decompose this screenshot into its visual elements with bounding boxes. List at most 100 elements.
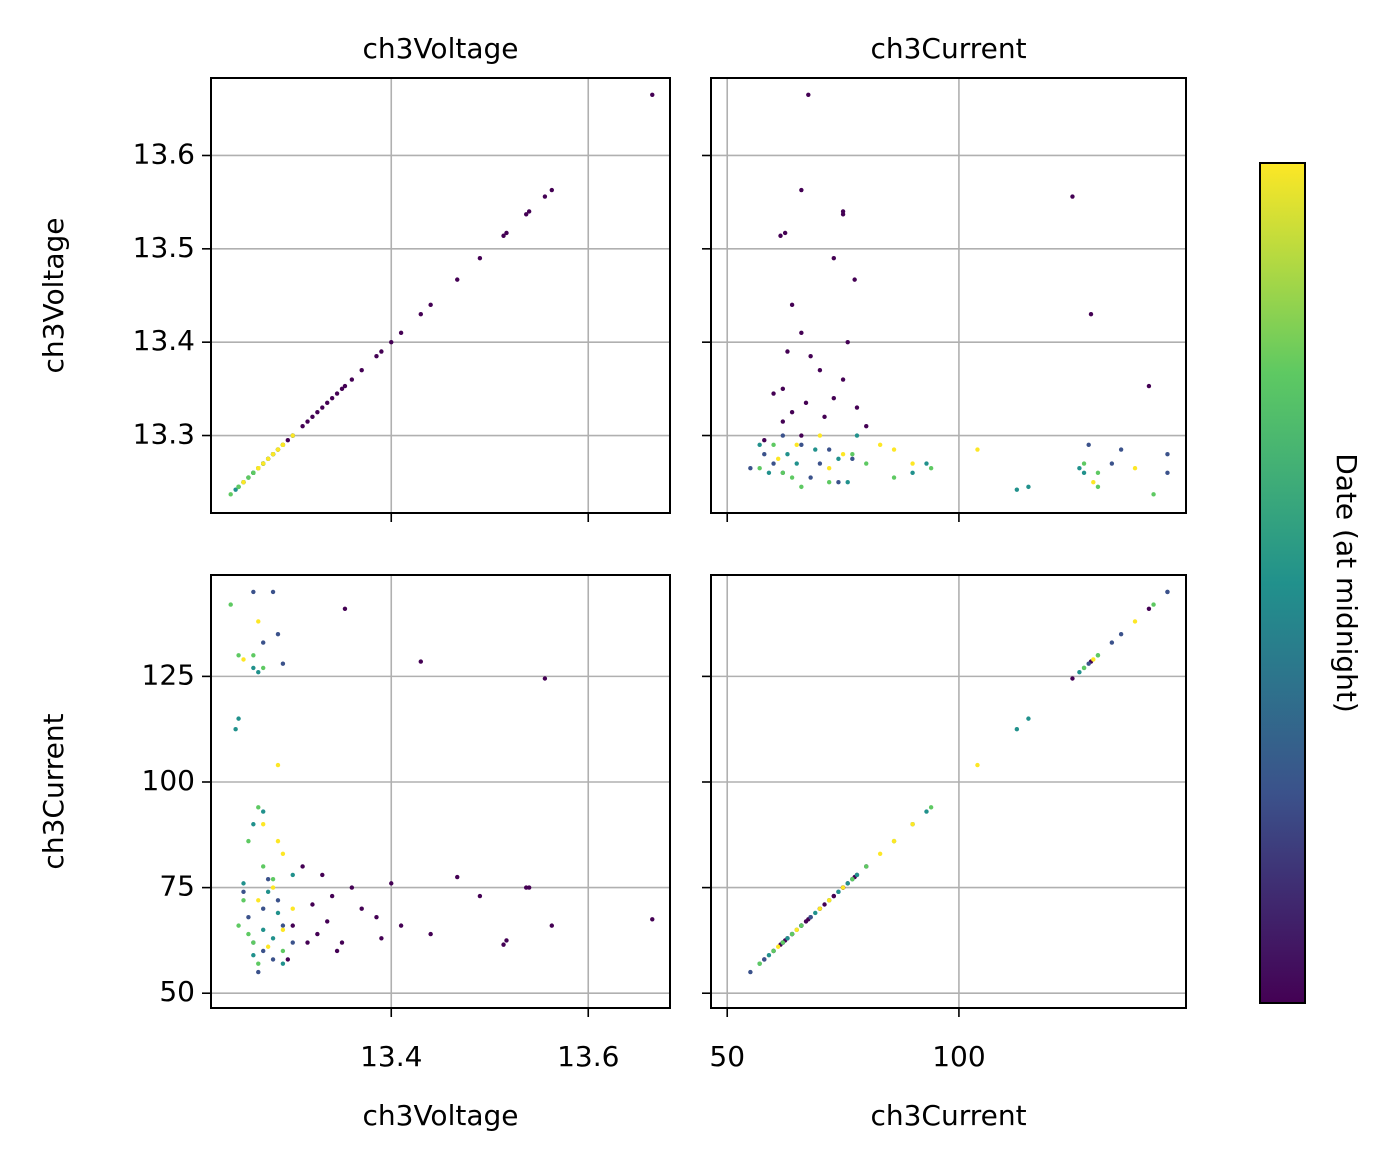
point bbox=[1026, 716, 1031, 721]
point bbox=[766, 470, 772, 476]
point bbox=[418, 659, 424, 664]
point bbox=[891, 838, 897, 844]
point bbox=[845, 479, 850, 485]
point bbox=[813, 447, 818, 452]
point bbox=[1095, 484, 1101, 490]
point bbox=[455, 874, 460, 880]
point bbox=[325, 919, 330, 924]
point bbox=[799, 330, 804, 336]
y-tick-label: 13.4 bbox=[133, 324, 195, 357]
point bbox=[826, 465, 832, 471]
point bbox=[329, 395, 335, 401]
point bbox=[826, 479, 832, 485]
point bbox=[526, 209, 532, 214]
point bbox=[280, 948, 286, 954]
point bbox=[236, 923, 241, 928]
point bbox=[748, 969, 753, 975]
point bbox=[924, 809, 929, 814]
y-tick-label: 50 bbox=[159, 975, 195, 1008]
point bbox=[315, 931, 320, 937]
point bbox=[265, 944, 271, 949]
point bbox=[285, 437, 291, 443]
point bbox=[251, 940, 256, 945]
point bbox=[799, 187, 804, 193]
point bbox=[864, 864, 869, 869]
plot-frame bbox=[210, 77, 671, 514]
column-title: ch3Voltage bbox=[363, 32, 519, 65]
point bbox=[342, 383, 348, 389]
plot-frame bbox=[710, 574, 1187, 1009]
point bbox=[251, 653, 256, 658]
point bbox=[1095, 653, 1101, 658]
point bbox=[374, 914, 379, 920]
point bbox=[854, 405, 860, 410]
point bbox=[320, 872, 325, 878]
point bbox=[799, 433, 804, 438]
point bbox=[1091, 479, 1096, 485]
point bbox=[1014, 487, 1020, 492]
point bbox=[785, 936, 790, 941]
point bbox=[339, 940, 345, 945]
point bbox=[1095, 470, 1101, 476]
point bbox=[780, 433, 786, 438]
point bbox=[910, 822, 915, 827]
point bbox=[1026, 484, 1031, 490]
point bbox=[891, 475, 897, 480]
point bbox=[1165, 589, 1170, 595]
point bbox=[241, 881, 246, 886]
point bbox=[831, 893, 837, 899]
point bbox=[246, 931, 251, 937]
point bbox=[822, 902, 827, 907]
point bbox=[256, 969, 261, 975]
point bbox=[1165, 451, 1170, 457]
point bbox=[270, 885, 276, 890]
point bbox=[1091, 657, 1096, 662]
point bbox=[542, 676, 548, 681]
point bbox=[928, 465, 934, 471]
point bbox=[762, 957, 767, 962]
point bbox=[1088, 311, 1094, 317]
point bbox=[501, 942, 506, 947]
point bbox=[845, 339, 850, 345]
point bbox=[808, 353, 813, 359]
y-tick-label: 13.6 bbox=[133, 137, 195, 170]
point bbox=[817, 461, 823, 466]
point bbox=[241, 898, 246, 903]
y-axis-label: ch3Current bbox=[37, 713, 70, 869]
point bbox=[334, 391, 340, 396]
point bbox=[418, 311, 424, 317]
point bbox=[789, 409, 795, 415]
point bbox=[504, 230, 509, 236]
y-tick-label: 75 bbox=[159, 870, 195, 903]
point bbox=[261, 809, 266, 814]
point bbox=[1086, 661, 1091, 666]
point bbox=[1081, 665, 1087, 671]
point bbox=[789, 302, 795, 308]
point bbox=[280, 927, 286, 933]
point bbox=[836, 479, 841, 485]
point bbox=[241, 889, 246, 895]
point bbox=[359, 906, 364, 911]
point bbox=[275, 910, 281, 916]
point bbox=[428, 302, 433, 308]
point bbox=[775, 456, 781, 462]
point bbox=[275, 762, 281, 768]
point bbox=[300, 423, 305, 429]
point bbox=[1151, 602, 1156, 607]
x-tick-label: 50 bbox=[709, 1040, 745, 1073]
point bbox=[233, 487, 238, 492]
point bbox=[320, 405, 325, 410]
point bbox=[477, 255, 483, 261]
point bbox=[924, 461, 929, 466]
point bbox=[339, 386, 345, 392]
point bbox=[831, 255, 837, 261]
point bbox=[803, 400, 809, 406]
point bbox=[315, 409, 320, 415]
point bbox=[246, 838, 251, 844]
point bbox=[778, 233, 783, 238]
point bbox=[265, 889, 271, 895]
point bbox=[504, 938, 509, 943]
point bbox=[342, 606, 348, 611]
point bbox=[251, 665, 256, 671]
point bbox=[300, 864, 305, 869]
